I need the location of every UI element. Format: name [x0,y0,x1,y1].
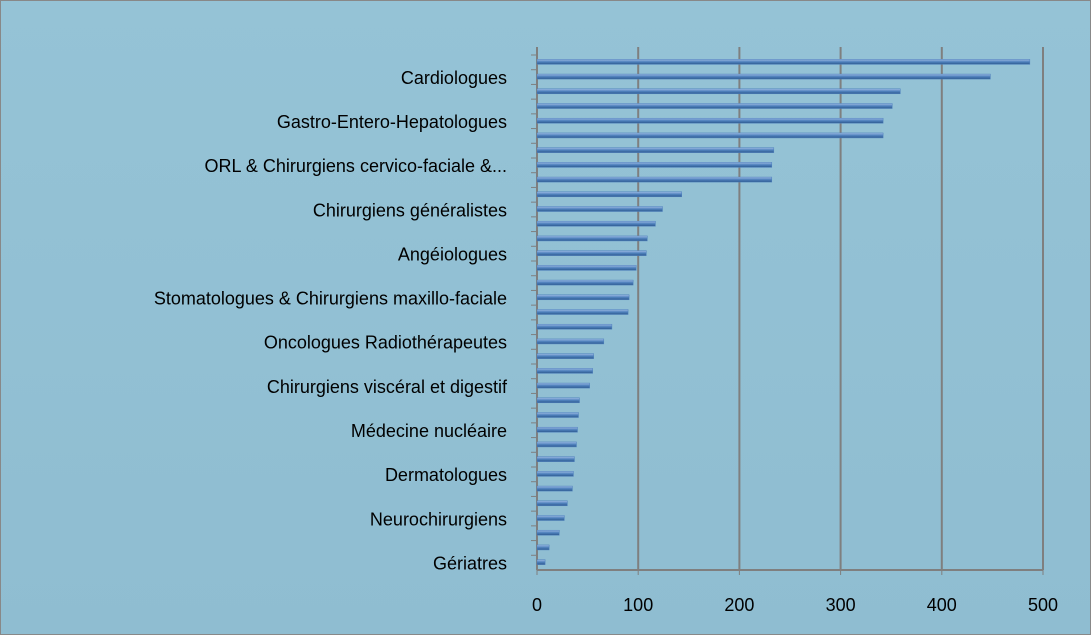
bar [536,59,1031,65]
bar [536,382,590,389]
bar [536,220,656,227]
y-tick-label: Oncologues Radiothérapeutes [264,333,507,353]
y-tick-label: Gastro-Entero-Hepatologues [277,112,507,132]
y-tick-label: Angéiologues [398,244,507,264]
bar [536,353,594,359]
y-tick-label: ORL & Chirurgiens cervico-faciale &... [205,156,507,176]
bar [536,265,637,271]
y-tick-label: Gériatres [433,553,507,573]
bar [536,235,648,242]
bar [536,323,613,330]
bar [536,88,901,95]
bar [536,206,663,212]
bar [536,147,775,153]
y-tick-label: Chirurgiens viscéral et digestif [267,377,508,397]
y-tick-label: Cardiologues [401,68,507,88]
bar [536,294,630,301]
bar [536,412,579,418]
bar [536,559,546,565]
bar [536,471,574,477]
bar [536,529,560,536]
bar [536,103,893,109]
bar [536,441,577,448]
bar [536,191,682,198]
x-tick-label: 300 [826,595,856,615]
bar [536,338,605,345]
bar [536,544,550,551]
x-tick-label: 400 [927,595,957,615]
x-tick-label: 0 [532,595,542,615]
bar [536,456,575,462]
y-tick-label: Dermatologues [385,465,507,485]
bar [536,515,565,521]
bar [536,426,578,433]
bar [536,397,580,404]
bar [536,279,634,286]
y-tick-label: Médecine nucléaire [351,421,507,441]
x-tick-label: 100 [623,595,653,615]
bar [536,132,884,139]
bar [536,117,884,124]
x-tick-label: 200 [724,595,754,615]
bar [536,73,991,80]
bar [536,309,629,315]
x-tick-label: 500 [1028,595,1058,615]
bar [536,250,647,256]
bar [536,500,568,507]
y-tick-label: Neurochirurgiens [370,509,507,529]
bar [536,176,773,183]
y-tick-label: Chirurgiens généralistes [313,200,507,220]
bar [536,162,773,168]
bar [536,485,573,492]
y-tick-label: Stomatologues & Chirurgiens maxillo-faci… [154,289,507,309]
bar [536,368,593,374]
